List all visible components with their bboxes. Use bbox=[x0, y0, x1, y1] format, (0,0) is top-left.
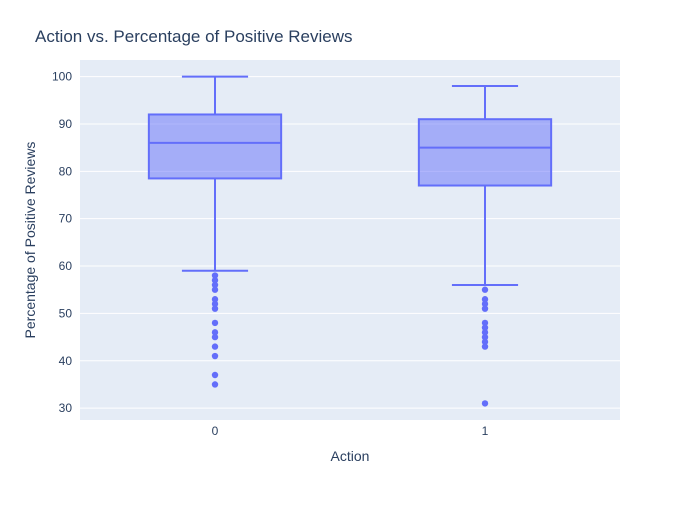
iqr-box bbox=[147, 113, 283, 180]
y-tick-label: 60 bbox=[59, 259, 73, 273]
outlier-point bbox=[481, 324, 489, 331]
outlier-point bbox=[211, 305, 219, 312]
outlier-point bbox=[481, 296, 489, 303]
outlier-point bbox=[211, 286, 219, 293]
box-0 bbox=[147, 75, 283, 388]
outlier-point bbox=[211, 272, 219, 279]
y-tick-label: 90 bbox=[59, 117, 73, 131]
y-tick-label: 30 bbox=[59, 401, 73, 415]
x-tick-label: 0 bbox=[212, 424, 219, 438]
outlier-point bbox=[211, 277, 219, 284]
outlier-point bbox=[481, 333, 489, 341]
box-1 bbox=[417, 85, 553, 407]
outlier-point bbox=[481, 329, 489, 336]
outlier-point bbox=[481, 305, 489, 312]
outlier-point bbox=[211, 296, 219, 303]
outlier-point bbox=[211, 381, 219, 388]
outlier-point bbox=[211, 343, 219, 350]
outlier-point bbox=[481, 400, 489, 407]
outlier-point bbox=[211, 300, 219, 308]
outlier-point bbox=[481, 319, 489, 327]
outlier-point bbox=[211, 319, 219, 327]
boxes bbox=[147, 75, 553, 407]
x-axis-title: Action bbox=[331, 448, 370, 464]
outlier-point bbox=[481, 300, 489, 308]
iqr-box bbox=[417, 118, 553, 187]
outlier-point bbox=[211, 329, 219, 336]
y-tick-label: 100 bbox=[52, 70, 72, 84]
x-tick-label: 1 bbox=[482, 424, 489, 438]
outlier-point bbox=[211, 333, 219, 341]
outlier-point bbox=[481, 338, 489, 346]
y-tick-label: 50 bbox=[59, 306, 73, 320]
y-axis-title: Percentage of Positive Reviews bbox=[22, 142, 38, 339]
outlier-point bbox=[481, 343, 489, 350]
chart-title: Action vs. Percentage of Positive Review… bbox=[35, 27, 352, 46]
y-tick-label: 70 bbox=[59, 212, 73, 226]
y-tick-label: 80 bbox=[59, 164, 73, 178]
outlier-point bbox=[211, 281, 219, 289]
outlier-point bbox=[211, 352, 219, 360]
y-axis-ticks: 30 40 50 60 70 80 90 100 bbox=[52, 70, 72, 416]
outlier-point bbox=[481, 286, 489, 293]
outlier-point bbox=[211, 371, 219, 379]
y-tick-label: 40 bbox=[59, 354, 73, 368]
